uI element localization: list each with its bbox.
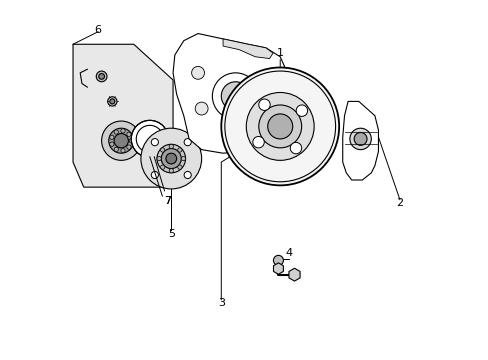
Circle shape bbox=[109, 135, 114, 139]
Circle shape bbox=[114, 134, 128, 148]
Circle shape bbox=[126, 145, 131, 149]
Circle shape bbox=[96, 71, 107, 82]
Circle shape bbox=[252, 136, 264, 148]
Polygon shape bbox=[273, 263, 283, 274]
Circle shape bbox=[184, 171, 191, 179]
Circle shape bbox=[181, 157, 185, 161]
Circle shape bbox=[121, 129, 125, 133]
Circle shape bbox=[165, 153, 176, 164]
Circle shape bbox=[273, 255, 283, 265]
Circle shape bbox=[109, 142, 114, 146]
Circle shape bbox=[131, 120, 168, 157]
Text: 3: 3 bbox=[217, 298, 224, 308]
Circle shape bbox=[290, 142, 301, 154]
Circle shape bbox=[184, 139, 191, 146]
Circle shape bbox=[114, 147, 118, 152]
Circle shape bbox=[160, 165, 164, 169]
Circle shape bbox=[267, 114, 292, 139]
Circle shape bbox=[151, 139, 158, 146]
Circle shape bbox=[157, 144, 185, 173]
Circle shape bbox=[195, 102, 207, 115]
Circle shape bbox=[353, 132, 366, 145]
Polygon shape bbox=[288, 268, 300, 281]
Text: 7: 7 bbox=[164, 197, 171, 206]
Text: 4: 4 bbox=[285, 248, 292, 258]
Circle shape bbox=[258, 105, 301, 148]
Polygon shape bbox=[342, 102, 378, 180]
Circle shape bbox=[259, 109, 272, 122]
Circle shape bbox=[258, 99, 270, 111]
Circle shape bbox=[177, 148, 182, 152]
Circle shape bbox=[99, 73, 104, 79]
Circle shape bbox=[177, 165, 182, 169]
Circle shape bbox=[296, 105, 307, 116]
Circle shape bbox=[349, 128, 370, 150]
Circle shape bbox=[129, 139, 133, 143]
Polygon shape bbox=[223, 39, 272, 59]
Polygon shape bbox=[173, 33, 290, 153]
Circle shape bbox=[121, 148, 125, 153]
Circle shape bbox=[108, 128, 134, 153]
Circle shape bbox=[221, 67, 339, 185]
Circle shape bbox=[126, 132, 131, 136]
Text: 1: 1 bbox=[276, 48, 283, 58]
Circle shape bbox=[141, 128, 201, 189]
Circle shape bbox=[110, 99, 115, 104]
Circle shape bbox=[246, 93, 313, 160]
Circle shape bbox=[191, 66, 204, 79]
Text: 6: 6 bbox=[94, 25, 102, 35]
Circle shape bbox=[151, 171, 158, 179]
Text: 7: 7 bbox=[154, 157, 171, 206]
Circle shape bbox=[157, 157, 161, 161]
Circle shape bbox=[169, 144, 173, 149]
Text: 2: 2 bbox=[395, 198, 403, 208]
Circle shape bbox=[107, 97, 117, 106]
Circle shape bbox=[169, 168, 173, 173]
Circle shape bbox=[102, 121, 141, 160]
Circle shape bbox=[114, 130, 118, 134]
Text: 5: 5 bbox=[167, 229, 174, 239]
Circle shape bbox=[161, 149, 181, 168]
Circle shape bbox=[221, 82, 249, 111]
Circle shape bbox=[160, 148, 164, 152]
Polygon shape bbox=[73, 44, 173, 187]
